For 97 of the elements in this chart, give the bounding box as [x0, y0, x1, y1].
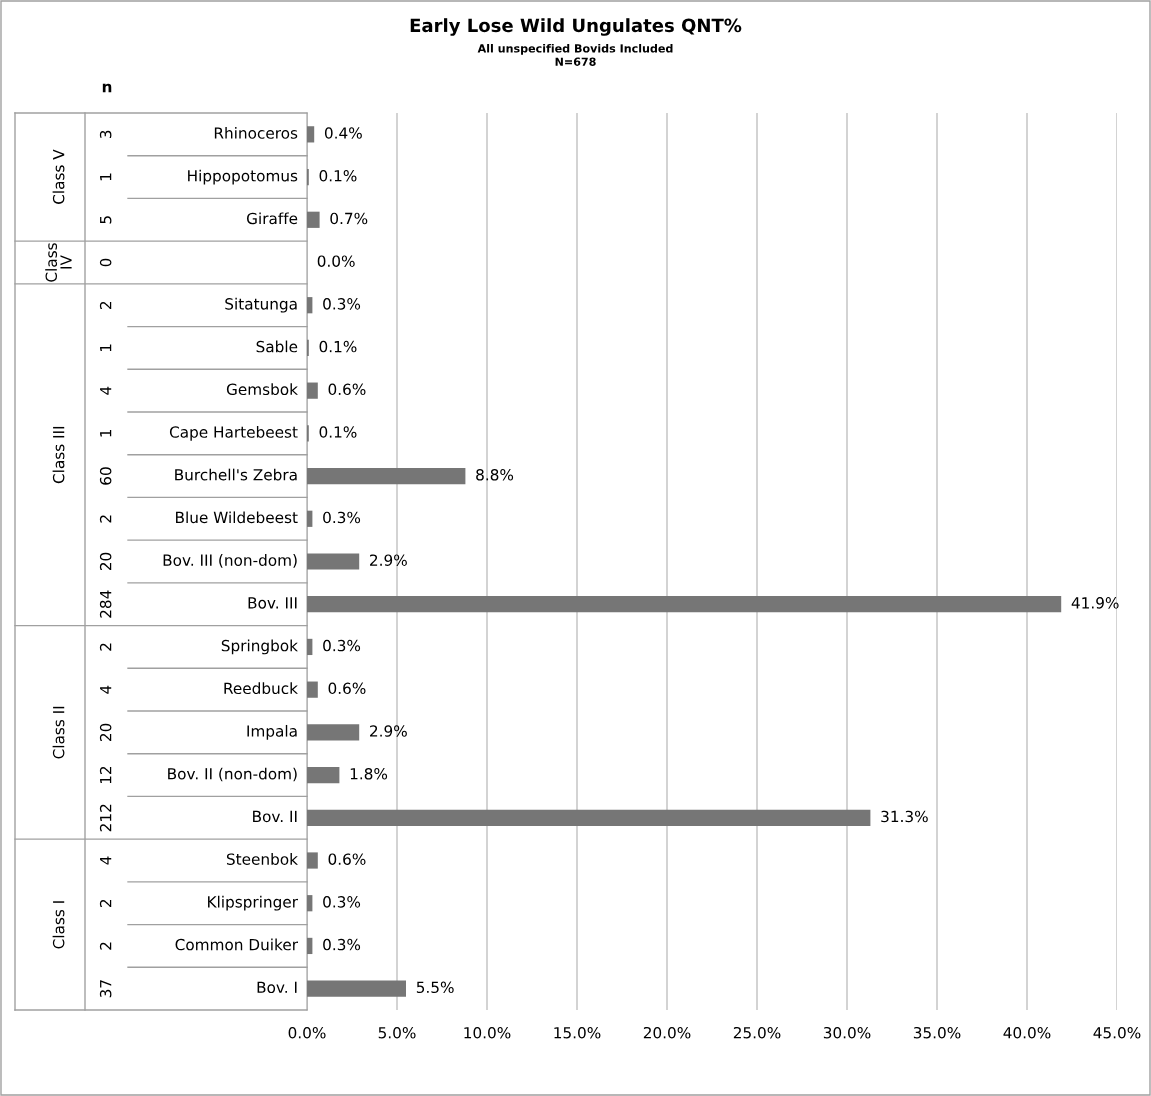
chart-subtitle: All unspecified Bovids Included N=678 — [477, 44, 673, 66]
bar — [307, 724, 360, 741]
data-label: 0.4% — [324, 127, 362, 139]
y2-tick-label: 0 — [99, 258, 112, 267]
y-tick-label: Bov. I — [257, 981, 297, 994]
data-label: 2.9% — [370, 554, 407, 566]
y-tick-label: Blue Wildebeest — [176, 511, 298, 524]
y2-tick-label: 2 — [99, 643, 112, 651]
y2-tick-label: 212 — [99, 804, 112, 832]
bar — [307, 126, 315, 143]
data-label: 5.5% — [416, 981, 454, 994]
y-tick-label: Gemsbok — [226, 383, 298, 396]
chart-title: Early Lose Wild Ungulates QNT% — [410, 18, 742, 36]
bar — [307, 766, 340, 784]
y-tick-label: Giraffe — [246, 212, 298, 225]
y-tick-label: Bov. III (non-dom) — [163, 554, 297, 568]
y2-tick-label: 2 — [99, 301, 112, 309]
x-tick-label: 25.0% — [733, 1026, 781, 1039]
bar — [307, 467, 466, 485]
y2-tick-label: 4 — [100, 856, 112, 865]
data-label: 31.3% — [881, 810, 928, 823]
text: Class V — [52, 149, 65, 204]
y2-tick-label: 1 — [100, 173, 112, 181]
y2-tick-label: 5 — [100, 216, 112, 224]
y2-tick-label: 2 — [99, 515, 112, 523]
text: Class I — [52, 901, 65, 949]
data-label: 41.9% — [1071, 597, 1119, 609]
y2-tick-label: 2 — [99, 899, 112, 907]
y2-tick-label: 284 — [99, 590, 112, 618]
text: n — [102, 83, 112, 93]
data-label: 0.6% — [328, 383, 366, 396]
y-tick-label: Rhinoceros — [214, 126, 298, 139]
x-tick-label: 15.0% — [554, 1026, 601, 1039]
data-label: 0.3% — [323, 639, 361, 652]
text: Class II — [52, 706, 65, 759]
bar — [307, 553, 360, 570]
x-tick-label: 20.0% — [643, 1026, 691, 1039]
data-label: 0.1% — [319, 169, 357, 182]
y-tick-label: Sable — [256, 340, 298, 353]
y-tick-label: Bov. III — [248, 597, 297, 609]
y-tick-label: Steenbok — [226, 853, 298, 865]
x-tick-label: 10.0% — [464, 1026, 511, 1039]
y2-tick-label: 20 — [99, 552, 112, 571]
y2-tick-label: 4 — [100, 386, 112, 395]
data-label: 0.3% — [323, 298, 361, 310]
bar — [307, 596, 1062, 613]
y2-tick-label: 4 — [100, 685, 112, 694]
data-label: 0.3% — [323, 511, 361, 524]
y-tick-label: Sitatunga — [225, 297, 297, 313]
bar — [307, 638, 313, 656]
x-tick-label: 40.0% — [1003, 1026, 1051, 1039]
x-tick-label: 0.0% — [288, 1026, 326, 1039]
data-label: 8.8% — [476, 468, 514, 481]
x-tick-label: 30.0% — [823, 1026, 871, 1039]
data-label: 0.6% — [328, 853, 366, 865]
bar — [307, 852, 318, 869]
y2-tick-label: 1 — [100, 344, 112, 352]
text: Class III — [52, 426, 65, 484]
y-tick-label: Bov. II (non-dom) — [168, 767, 297, 782]
y-tick-label: Impala — [247, 724, 297, 740]
bar — [307, 510, 313, 527]
bar — [307, 895, 313, 912]
y2-tick-label: 60 — [99, 467, 112, 485]
y-tick-label: Hippopotomus — [188, 169, 298, 185]
data-label: 0.3% — [323, 938, 361, 951]
y-tick-label: Klipspringer — [208, 895, 298, 911]
y2-tick-label: 3 — [99, 130, 112, 139]
y2-tick-label: 20 — [99, 723, 112, 741]
y2-tick-label: 12 — [99, 766, 112, 784]
y-tick-label: Common Duiker — [175, 938, 298, 951]
bar — [307, 809, 871, 826]
y-tick-label: Reedbuck — [224, 682, 298, 695]
text: Class IV — [45, 243, 72, 282]
x-tick-label: 35.0% — [913, 1026, 961, 1039]
data-label: 0.0% — [317, 255, 355, 267]
data-label: 2.9% — [370, 725, 407, 737]
data-label: 0.3% — [323, 896, 361, 908]
bar — [307, 681, 318, 698]
y2-tick-label: 2 — [99, 942, 112, 950]
x-tick-label: 45.0% — [1093, 1026, 1141, 1039]
y-tick-label: Bov. II — [253, 810, 297, 823]
y2-tick-label: 37 — [99, 980, 112, 998]
y-tick-label: Springbok — [221, 639, 298, 655]
bar — [307, 937, 313, 955]
bar — [307, 980, 406, 997]
data-label: 1.8% — [350, 767, 388, 780]
data-label: 0.7% — [330, 212, 368, 225]
x-tick-label: 5.0% — [378, 1026, 416, 1039]
bar — [307, 211, 320, 228]
y-tick-label: Cape Hartebeest — [169, 425, 298, 441]
y-tick-label: Burchell's Zebra — [175, 468, 297, 481]
bar — [307, 297, 313, 314]
bar — [307, 382, 318, 399]
data-label: 0.1% — [319, 426, 357, 438]
data-label: 0.6% — [328, 682, 366, 695]
data-label: 0.1% — [319, 340, 357, 353]
y2-tick-label: 1 — [100, 429, 112, 437]
